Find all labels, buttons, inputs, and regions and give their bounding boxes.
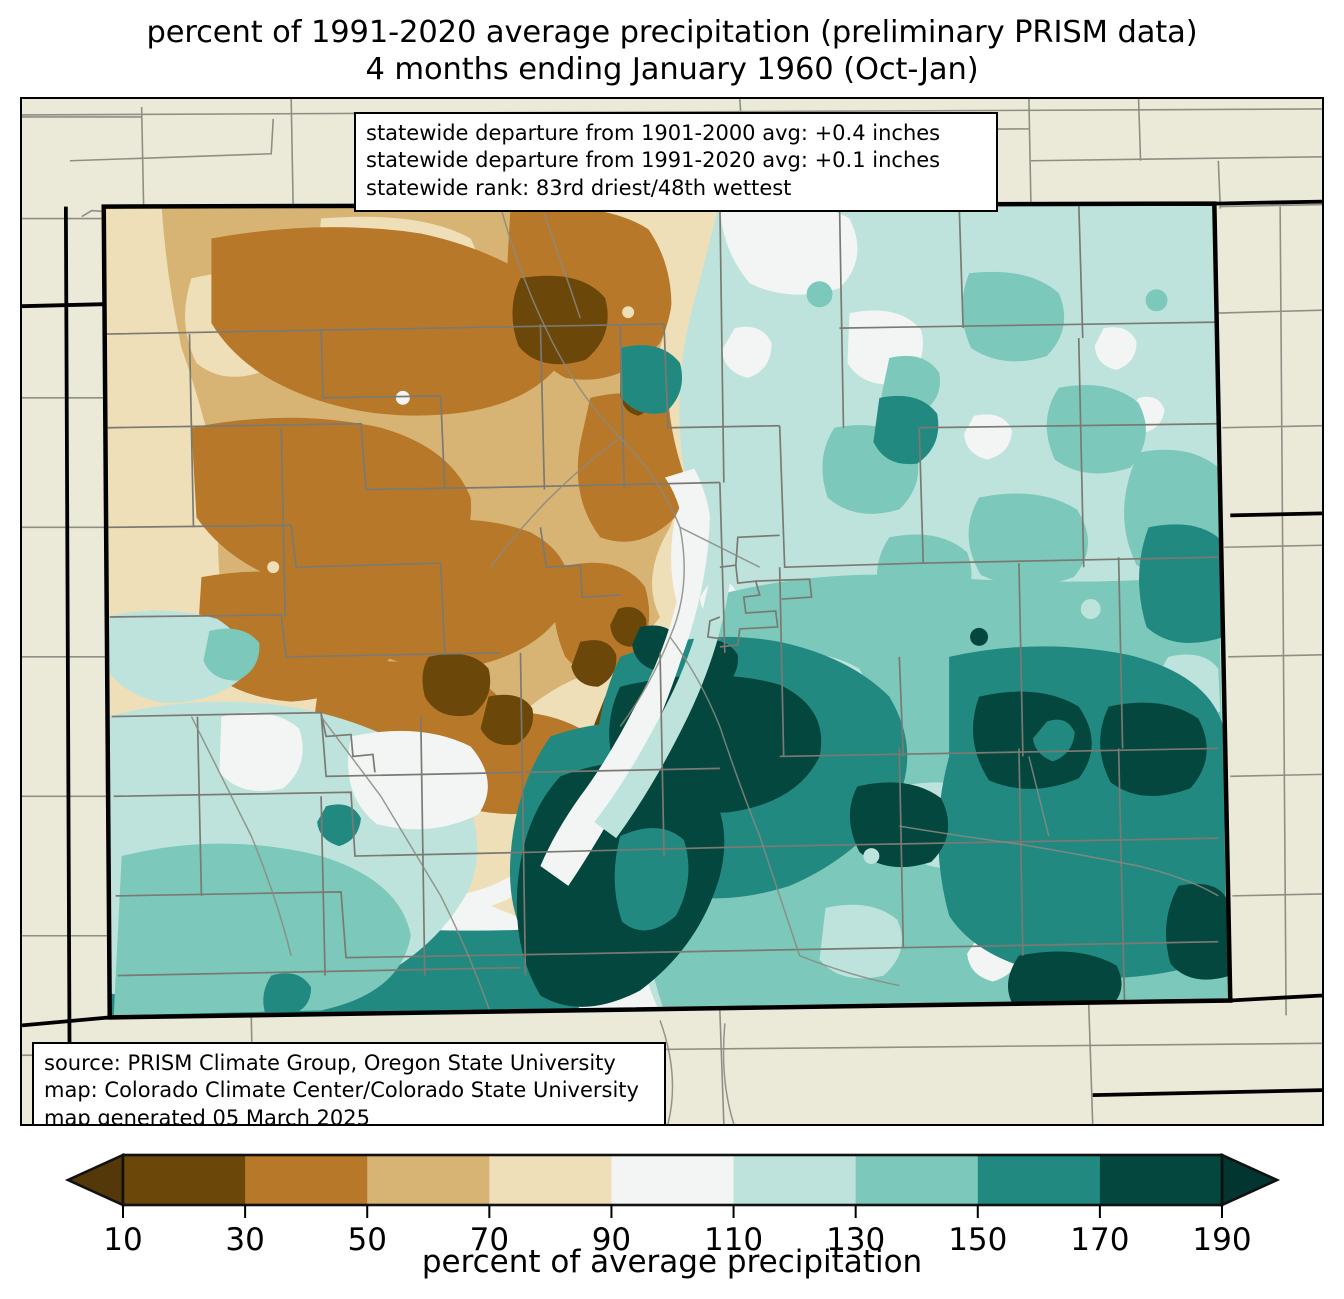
contour-pocket-white-a [719,203,858,295]
contour-band-130-150-f [968,493,1089,586]
rivers [190,203,1219,1014]
contour-band-10-30-c [480,694,534,746]
contour-band-170-190-c [972,691,1092,789]
stats-line-2: statewide departure from 1991-2020 avg: … [366,148,941,173]
title-line-2: 4 months ending January 1960 (Oct-Jan) [365,52,979,88]
contour-band-130-150-nw [203,628,260,681]
colorbar-tick-label: 130 [826,1222,885,1253]
contour-band-30-50-f [553,562,650,675]
precipitation-contour-map [22,99,1322,1124]
map-panel: statewide departure from 1901-2000 avg: … [20,97,1324,1126]
contour-band-10-30-a [512,275,608,365]
colorbar-bands[interactable] [64,1152,1281,1208]
contour-band-150-170-d [1139,524,1225,643]
colorbar-band-3[interactable] [489,1155,613,1205]
contour-band-30-50-c [352,519,569,669]
stats-line-3: statewide rank: 83rd driest/48th wettest [366,175,792,200]
colorbar-under-arrow [64,1152,125,1208]
source-credits-box: source: PRISM Climate Group, Oregon Stat… [32,1042,666,1126]
contour-band-10-30-b [422,653,491,717]
colorbar-tick-label: 90 [592,1222,631,1253]
colorbar-band-6[interactable] [855,1155,979,1205]
page-title: percent of 1991-2020 average precipitati… [0,14,1344,88]
contour-band-170-190-f [1166,883,1231,980]
colorbar-axis-label: percent of average precipitation [421,1244,923,1280]
colorbar-band-7[interactable] [977,1155,1101,1205]
colorbar-ticks [122,1205,1223,1218]
colorbar-tick-label: 190 [1192,1222,1251,1253]
colorbar-band-5[interactable] [733,1155,857,1205]
colorbar-panel: 10 30 50 70 90 110 130 150 170 190 [0,1143,1344,1299]
stats-line-1: statewide departure from 1901-2000 avg: … [366,121,941,145]
colorbar-tick-labels: 10 30 50 70 90 110 130 150 170 190 [103,1222,1251,1253]
colorbar-band-1[interactable] [245,1155,368,1205]
contour-fill-group [103,203,1231,1018]
colorbar-svg[interactable]: 10 30 50 70 90 110 130 150 170 190 [0,1143,1344,1253]
contour-band-130-150-c [1046,385,1146,474]
contour-pocket-light-f [819,904,902,979]
county-boundaries [105,203,1219,1006]
colorbar-tick-label: 70 [470,1222,509,1253]
contour-band-130-150-a [962,271,1065,362]
colorbar-tick-label: 170 [1070,1222,1129,1253]
contour-divide-corridor [540,467,710,886]
colorbar-tick-label: 150 [948,1222,1007,1253]
source-line-1: source: PRISM Climate Group, Oregon Stat… [44,1051,616,1075]
contour-band-170-190-g [1007,951,1122,1014]
contour-spot-teal-sw2 [317,804,361,847]
colorbar-band-4[interactable] [611,1155,735,1205]
colorbar-tick-label: 10 [103,1222,142,1253]
colorbar-over-arrow [1220,1152,1281,1208]
colorbar-outline [121,1153,1224,1207]
neighbor-state-boundaries [22,199,1322,1124]
contour-pocket-white-c [1094,327,1137,370]
contour-band-10-30-d [571,640,617,687]
colorbar-tick-label: 110 [704,1222,763,1253]
title-line-1: percent of 1991-2020 average precipitati… [146,15,1198,50]
colorbar-band-0[interactable] [123,1155,246,1205]
colorbar-band-8[interactable] [1099,1155,1223,1205]
source-line-3: map generated 05 March 2025 [44,1105,371,1126]
contour-pocket-white-g [721,326,772,378]
contour-pocket-white-sw2 [348,730,488,830]
contour-band-150-170-h [873,395,939,465]
contour-micro-spots [267,281,1168,865]
contour-band-130-150-sw [113,843,411,1016]
contour-band-30-50-e [577,393,690,542]
neighbor-rivers [659,1020,735,1124]
contour-band-170-190-e [849,782,949,868]
colorbar-tick-label: 50 [347,1222,386,1253]
contour-core-inner-a [614,828,689,931]
contour-pocket-white-d [964,414,1012,460]
colorbar-band-2[interactable] [367,1155,490,1205]
contour-band-30-50-a [211,227,567,416]
contour-pocket-white-sw [219,712,303,792]
colorbar-tick-label: 30 [225,1222,264,1253]
statewide-stats-box: statewide departure from 1901-2000 avg: … [354,112,998,212]
contour-spot-teal-sw [263,973,312,1016]
source-line-2: map: Colorado Climate Center/Colorado St… [44,1078,639,1103]
